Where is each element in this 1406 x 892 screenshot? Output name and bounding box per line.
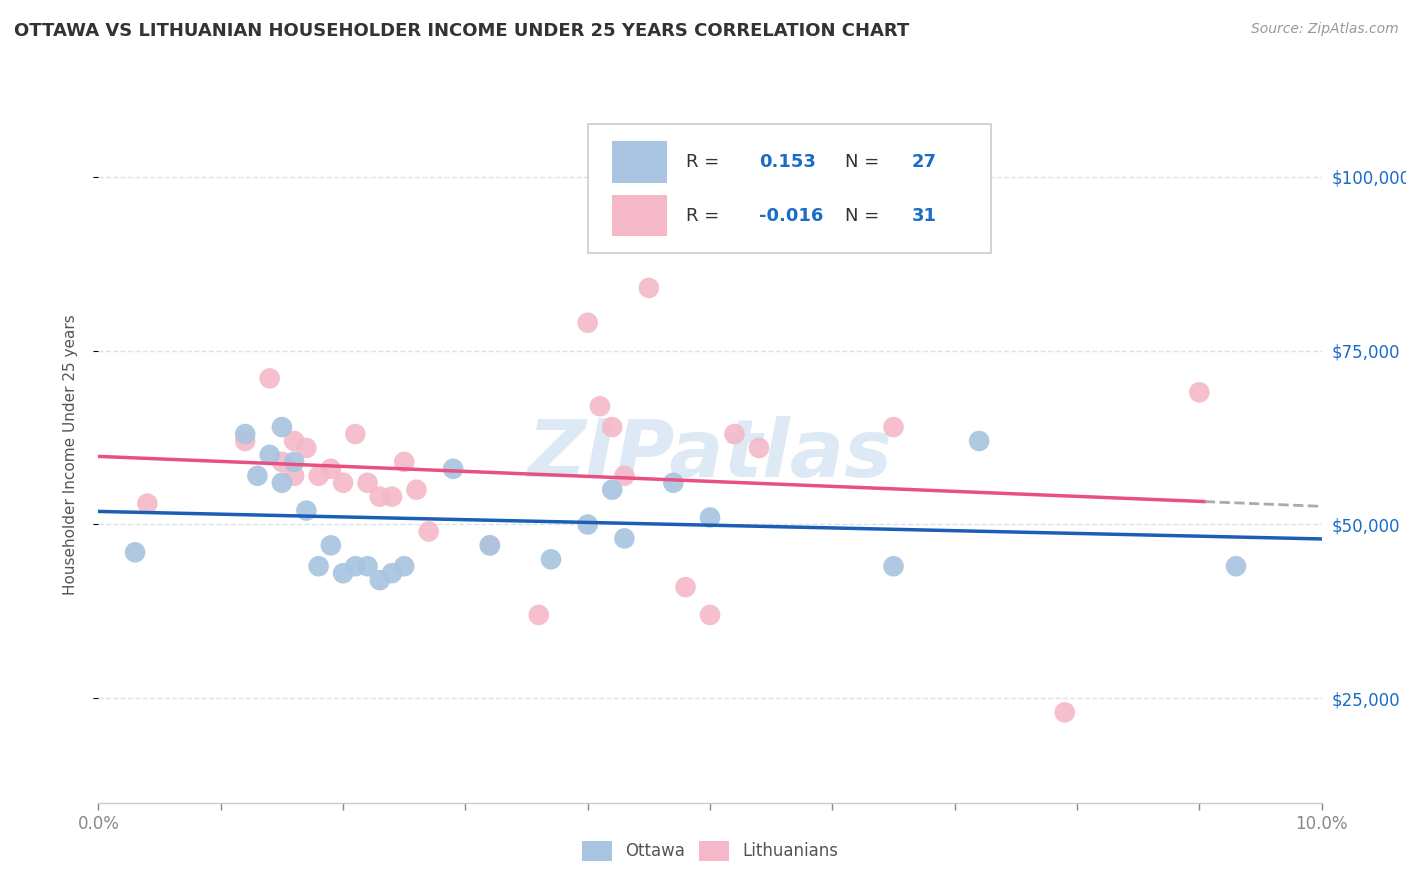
Point (381, 490, 404, 504)
Point (270, 455, 292, 469)
Point (675, 580, 697, 594)
Point (319, 462, 342, 476)
Point (1225, 559, 1247, 574)
Point (233, 427, 256, 442)
FancyBboxPatch shape (588, 125, 991, 253)
Point (295, 503, 318, 517)
Text: OTTAWA VS LITHUANIAN HOUSEHOLDER INCOME UNDER 25 YEARS CORRELATION CHART: OTTAWA VS LITHUANIAN HOUSEHOLDER INCOME … (14, 22, 910, 40)
Text: -0.016: -0.016 (759, 207, 824, 225)
Point (283, 455, 305, 469)
Point (883, 559, 905, 574)
Point (699, 510, 721, 524)
Text: N =: N = (845, 153, 879, 171)
Point (527, 607, 550, 622)
Text: 0.153: 0.153 (759, 153, 815, 171)
Point (392, 455, 416, 469)
Bar (612, 141, 668, 183)
Point (270, 420, 292, 434)
Text: N =: N = (845, 207, 879, 225)
Y-axis label: Householder Income Under 25 years: Householder Income Under 25 years (63, 315, 77, 595)
Point (1053, 706, 1076, 720)
Point (600, 483, 623, 497)
Point (295, 441, 318, 455)
Point (613, 468, 636, 483)
Text: Source: ZipAtlas.com: Source: ZipAtlas.com (1251, 22, 1399, 37)
Point (332, 475, 354, 490)
Point (405, 483, 427, 497)
Bar (612, 194, 668, 236)
Point (308, 468, 330, 483)
Point (368, 490, 391, 504)
Point (356, 475, 378, 490)
Point (392, 559, 416, 574)
Point (332, 566, 354, 581)
Point (478, 538, 501, 552)
Point (589, 399, 612, 413)
Point (308, 559, 330, 574)
Text: 31: 31 (912, 207, 936, 225)
Point (723, 427, 745, 442)
Point (478, 538, 501, 552)
Point (283, 468, 305, 483)
Text: R =: R = (686, 207, 718, 225)
Point (136, 497, 159, 511)
Point (344, 559, 367, 574)
Point (441, 462, 464, 476)
Point (637, 281, 661, 295)
Point (270, 475, 292, 490)
Point (233, 434, 256, 448)
Point (259, 448, 281, 462)
Text: ZIPatlas: ZIPatlas (527, 416, 893, 494)
Point (1188, 385, 1211, 400)
Point (662, 475, 685, 490)
Point (319, 538, 342, 552)
Point (124, 545, 146, 559)
Text: 27: 27 (912, 153, 936, 171)
Point (418, 524, 440, 539)
Point (600, 420, 623, 434)
Point (356, 559, 378, 574)
Point (540, 552, 562, 566)
Point (246, 468, 269, 483)
Point (883, 420, 905, 434)
Point (576, 316, 599, 330)
Point (368, 573, 391, 587)
Point (259, 371, 281, 385)
Point (967, 434, 990, 448)
Point (576, 517, 599, 532)
Legend: Ottawa, Lithuanians: Ottawa, Lithuanians (582, 841, 838, 861)
Point (283, 434, 305, 448)
Point (613, 532, 636, 546)
Point (748, 441, 770, 455)
Point (699, 607, 721, 622)
Point (344, 427, 367, 442)
Text: R =: R = (686, 153, 718, 171)
Point (381, 566, 404, 581)
